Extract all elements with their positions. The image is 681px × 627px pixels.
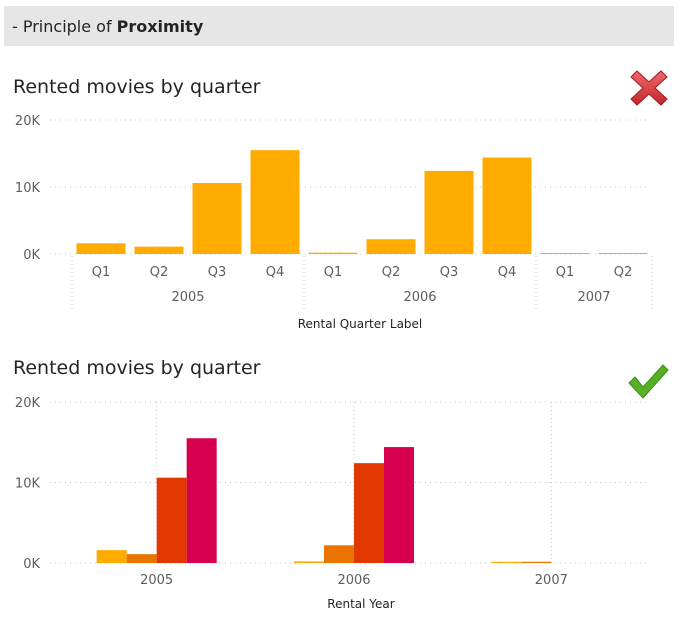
x-tick-year: 2006: [337, 573, 370, 588]
bar-2006-q4: [482, 157, 532, 254]
bar-2005-series-3: [156, 477, 187, 563]
x-tick-year: 2007: [535, 573, 568, 588]
x-tick-quarter: Q3: [208, 265, 227, 280]
bar-2006-series-1: [294, 561, 324, 563]
y-tick-label: 0K: [23, 248, 40, 263]
bar-2006-q2: [366, 239, 416, 254]
header-emphasis: Proximity: [116, 16, 204, 36]
bar-2005-q4: [250, 150, 300, 254]
x-tick-quarter: Q2: [382, 265, 401, 280]
x-tick-quarter: Q1: [92, 265, 111, 280]
bar-2006-q3: [424, 170, 474, 254]
bar-2005-q1: [76, 243, 126, 254]
y-tick-label: 10K: [15, 181, 41, 196]
bar-2007-q2: [598, 252, 648, 254]
x-tick-quarter: Q4: [266, 265, 285, 280]
x-axis-title: Rental Quarter Label: [298, 317, 423, 331]
bar-2005-series-2: [126, 554, 157, 563]
bar-2007-series-1: [491, 561, 522, 563]
green-check-icon: [628, 364, 669, 399]
chart-2-title: Rented movies by quarter: [13, 357, 261, 379]
x-axis-title: Rental Year: [327, 597, 394, 611]
bar-2005-series-1: [96, 550, 127, 563]
x-tick-year: 2006: [403, 290, 436, 305]
x-tick-quarter: Q2: [150, 265, 169, 280]
red-cross-icon: [630, 70, 668, 106]
bar-2005-series-4: [186, 438, 217, 563]
bar-2006-q1: [308, 252, 358, 254]
y-tick-label: 20K: [15, 114, 41, 129]
x-tick-year: 2005: [171, 290, 204, 305]
x-tick-quarter: Q1: [324, 265, 343, 280]
bar-2007-q1: [540, 252, 590, 254]
bar-2006-series-2: [324, 545, 354, 563]
bar-2007-series-2: [521, 561, 552, 563]
x-tick-year: 2005: [140, 573, 173, 588]
bar-2005-q3: [192, 182, 242, 254]
header-bar: - Principle of Proximity: [4, 6, 674, 46]
y-tick-label: 0K: [23, 557, 40, 572]
x-tick-year: 2007: [577, 290, 610, 305]
x-tick-quarter: Q4: [498, 265, 517, 280]
x-tick-quarter: Q1: [556, 265, 575, 280]
chart-2-svg: 0K 10K 20K 2005 2006 2007 Rental Year: [15, 396, 650, 611]
y-tick-label: 20K: [15, 396, 41, 411]
x-tick-quarter: Q2: [614, 265, 633, 280]
header-prefix: - Principle of: [12, 16, 112, 36]
x-tick-quarter: Q3: [440, 265, 459, 280]
chart-1-title: Rented movies by quarter: [13, 76, 261, 98]
bar-2006-series-3: [354, 463, 384, 563]
bar-2005-q2: [134, 246, 184, 254]
y-tick-label: 10K: [15, 477, 41, 492]
bar-2006-series-4: [384, 447, 414, 563]
